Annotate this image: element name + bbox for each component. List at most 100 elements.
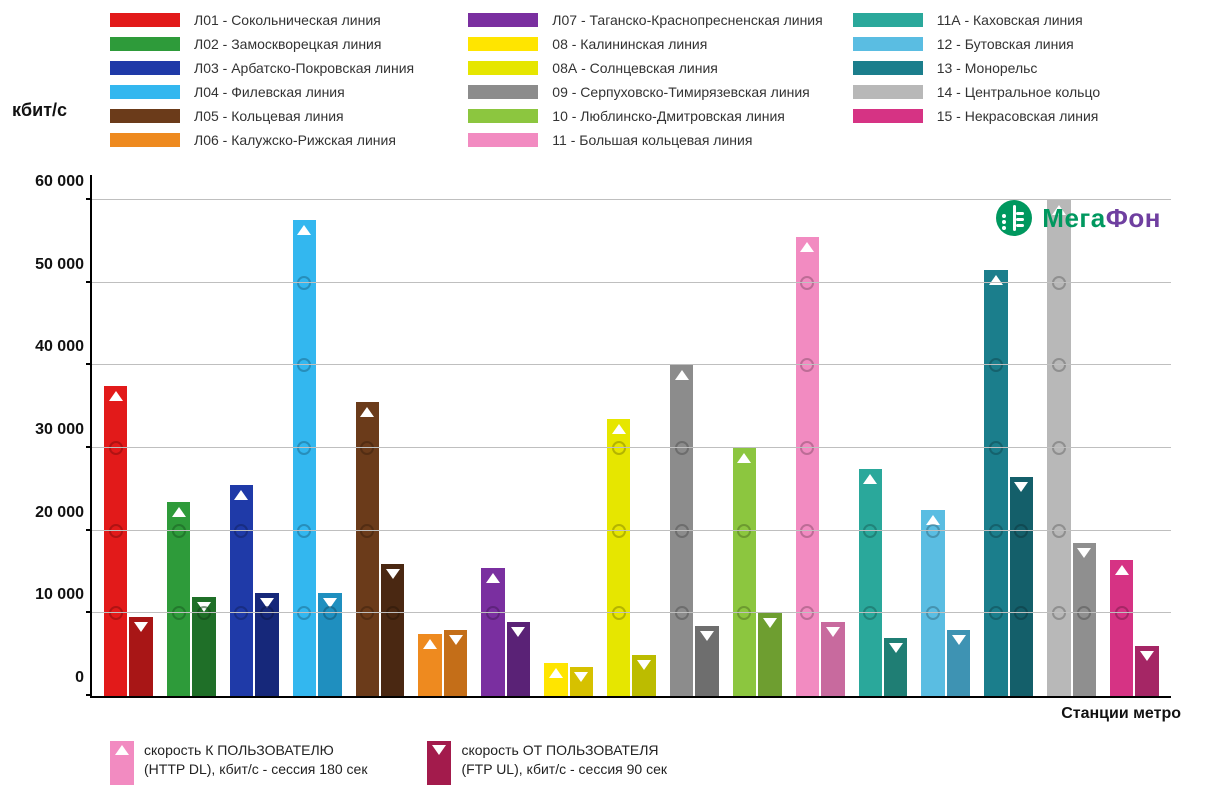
value-circle-icon — [926, 524, 940, 538]
gridline — [92, 612, 1171, 613]
triangle-down-icon — [952, 635, 966, 645]
upload-bar — [821, 622, 844, 696]
y-tick-label: 60 000 — [35, 173, 92, 191]
gridline — [92, 447, 1171, 448]
legend-item: Л04 - Филевская линия — [110, 84, 438, 100]
upload-bar — [444, 630, 467, 696]
y-tick-label: 30 000 — [35, 421, 92, 439]
value-circle-icon — [612, 524, 626, 538]
triangle-down-icon — [511, 627, 525, 637]
bar-group — [984, 175, 1033, 696]
legend-swatch — [110, 13, 180, 27]
value-circle-icon — [1052, 606, 1066, 620]
value-circle-icon — [109, 606, 123, 620]
marker-legend: скорость К ПОЛЬЗОВАТЕЛЮ (HTTP DL), кбит/… — [110, 741, 667, 785]
triangle-up-icon — [360, 407, 374, 417]
download-bar — [104, 386, 127, 696]
legend-swatch — [853, 13, 923, 27]
x-axis-title: Станции метро — [1061, 705, 1181, 723]
download-bar — [167, 502, 190, 696]
download-bar — [481, 568, 504, 696]
value-circle-icon — [926, 606, 940, 620]
triangle-up-icon — [800, 242, 814, 252]
value-circle-icon — [1014, 606, 1028, 620]
upload-bar — [947, 630, 970, 696]
triangle-up-icon — [1115, 565, 1129, 575]
triangle-up-icon — [109, 391, 123, 401]
triangle-up-icon — [423, 639, 437, 649]
value-circle-icon — [1052, 441, 1066, 455]
legend-item: Л06 - Калужско-Рижская линия — [110, 132, 438, 148]
value-circle-icon — [675, 441, 689, 455]
legend-item: Л02 - Замоскворецкая линия — [110, 36, 438, 52]
value-circle-icon — [234, 524, 248, 538]
legend-item: 10 - Люблинско-Дмитровская линия — [468, 108, 822, 124]
legend-label: 08А - Солнцевская линия — [552, 60, 718, 76]
triangle-up-icon — [737, 453, 751, 463]
bar-group — [418, 175, 467, 696]
legend-label: 15 - Некрасовская линия — [937, 108, 1099, 124]
legend-item: 13 - Монорельс — [853, 60, 1181, 76]
bar-group — [356, 175, 405, 696]
bar-group — [293, 175, 342, 696]
download-bar — [1047, 200, 1070, 696]
triangle-down-icon — [700, 631, 714, 641]
value-circle-icon — [234, 606, 248, 620]
bar-group — [481, 175, 530, 696]
marker-legend-dl: скорость К ПОЛЬЗОВАТЕЛЮ (HTTP DL), кбит/… — [110, 741, 367, 785]
legend-item: Л01 - Сокольническая линия — [110, 12, 438, 28]
upload-bar — [318, 593, 341, 696]
value-circle-icon — [989, 524, 1003, 538]
value-circle-icon — [297, 358, 311, 372]
y-tick-mark — [86, 694, 92, 696]
download-bar — [230, 485, 253, 696]
value-circle-icon — [360, 524, 374, 538]
legend-item: 09 - Серпуховско-Тимирязевская линия — [468, 84, 822, 100]
triangle-up-icon — [549, 668, 563, 678]
y-tick-mark — [86, 446, 92, 448]
triangle-down-icon — [637, 660, 651, 670]
dl-legend-line1: скорость К ПОЛЬЗОВАТЕЛЮ — [144, 741, 367, 760]
value-circle-icon — [360, 606, 374, 620]
value-circle-icon — [297, 276, 311, 290]
triangle-down-icon — [826, 627, 840, 637]
value-circle-icon — [863, 606, 877, 620]
upload-bar — [884, 638, 907, 696]
bar-groups — [104, 175, 1159, 696]
y-axis-title: кбит/с — [12, 100, 67, 121]
legend-item: Л07 - Таганско-Краснопресненская линия — [468, 12, 822, 28]
gridline — [92, 364, 1171, 365]
y-tick-label: 20 000 — [35, 504, 92, 522]
triangle-up-icon — [297, 225, 311, 235]
upload-bar — [695, 626, 718, 696]
download-bar — [293, 220, 316, 696]
y-tick-mark — [86, 611, 92, 613]
value-circle-icon — [989, 441, 1003, 455]
legend-swatch — [110, 109, 180, 123]
y-tick-label: 0 — [75, 669, 92, 687]
series-legend: Л01 - Сокольническая линия Л02 - Замоскво… — [110, 12, 1181, 156]
y-tick-mark — [86, 363, 92, 365]
triangle-down-icon — [134, 622, 148, 632]
legend-swatch — [468, 37, 538, 51]
download-bar — [921, 510, 944, 696]
legend-label: 08 - Калининская линия — [552, 36, 707, 52]
legend-label: Л03 - Арбатско-Покровская линия — [194, 60, 414, 76]
dl-swatch — [110, 741, 134, 785]
legend-item: 14 - Центральное кольцо — [853, 84, 1181, 100]
value-circle-icon — [323, 606, 337, 620]
value-circle-icon — [386, 606, 400, 620]
value-circle-icon — [612, 441, 626, 455]
legend-item: 08 - Калининская линия — [468, 36, 822, 52]
legend-label: 13 - Монорельс — [937, 60, 1038, 76]
upload-bar — [381, 564, 404, 696]
legend-item: 11 - Большая кольцевая линия — [468, 132, 822, 148]
value-circle-icon — [800, 524, 814, 538]
y-tick-mark — [86, 529, 92, 531]
legend-swatch — [853, 37, 923, 51]
value-circle-icon — [675, 524, 689, 538]
plot-area: 010 00020 00030 00040 00050 00060 000 — [90, 175, 1171, 698]
value-circle-icon — [109, 441, 123, 455]
download-bar — [984, 270, 1007, 696]
marker-legend-ul: скорость ОТ ПОЛЬЗОВАТЕЛЯ (FTP UL), кбит/… — [427, 741, 667, 785]
